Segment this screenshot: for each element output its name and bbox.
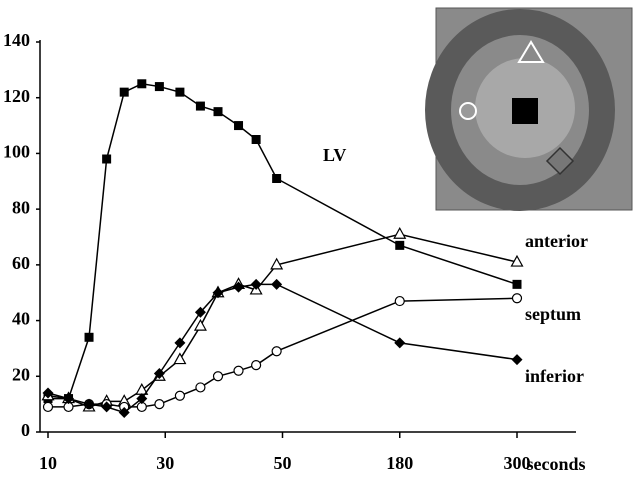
marker (395, 241, 404, 250)
y-tick-label: 100 (3, 142, 30, 162)
marker (85, 333, 94, 342)
marker (102, 155, 111, 164)
x-tick-label: 180 (386, 453, 413, 473)
marker (195, 320, 206, 330)
x-axis-label: seconds (526, 454, 585, 474)
marker (394, 337, 405, 348)
marker (272, 347, 281, 356)
marker (44, 402, 53, 411)
series-line (48, 298, 517, 407)
y-tick-label: 120 (3, 86, 30, 106)
x-tick-label: 10 (39, 453, 57, 473)
marker (175, 391, 184, 400)
marker (395, 297, 404, 306)
marker (174, 354, 185, 364)
y-tick-label: 80 (12, 197, 30, 217)
marker (234, 366, 243, 375)
marker (214, 372, 223, 381)
marker (234, 121, 243, 130)
marker (175, 88, 184, 97)
series-line (48, 234, 517, 407)
y-tick-label: 60 (12, 253, 30, 273)
x-tick-label: 50 (274, 453, 292, 473)
y-tick-label: 0 (21, 420, 30, 440)
marker (512, 354, 523, 365)
series-label: LV (323, 145, 346, 165)
marker (196, 102, 205, 111)
series-label: anterior (525, 231, 588, 251)
series-label: septum (525, 304, 581, 324)
marker (513, 280, 522, 289)
marker (174, 337, 185, 348)
marker (120, 88, 129, 97)
y-tick-label: 140 (3, 30, 30, 50)
marker (137, 79, 146, 88)
x-tick-label: 300 (504, 453, 531, 473)
marker (155, 400, 164, 409)
marker (252, 361, 261, 370)
y-tick-label: 20 (12, 364, 30, 384)
inset-image (436, 8, 632, 210)
chart: seconds 0 20 40 60 80 100 120 140 10 30 50 180 300 LV… (0, 0, 638, 477)
marker (214, 107, 223, 116)
marker (155, 82, 164, 91)
marker (233, 282, 244, 293)
marker (196, 383, 205, 392)
marker (252, 135, 261, 144)
y-tick-label: 40 (12, 309, 30, 329)
marker (271, 279, 282, 290)
marker (394, 228, 405, 238)
x-tick-label: 30 (156, 453, 174, 473)
marker (272, 174, 281, 183)
series-label: inferior (525, 366, 584, 386)
page: {"chart_data": {"type": "line", "xlabel"… (0, 0, 638, 477)
marker (513, 294, 522, 303)
